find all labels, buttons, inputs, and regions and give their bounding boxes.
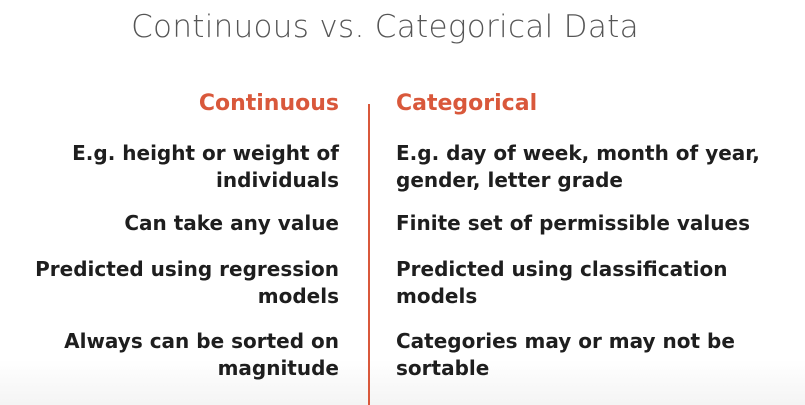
slide-title: Continuous vs. Categorical Data (131, 9, 639, 45)
continuous-prediction-line-1: Predicted using regression (35, 257, 339, 281)
continuous-sorting-line-1: Always can be sorted on (64, 329, 339, 353)
categorical-example: E.g. day of week, month of year, gender,… (396, 140, 760, 194)
continuous-prediction-line-2: models (257, 284, 339, 308)
categorical-heading: Categorical (396, 91, 538, 116)
categorical-prediction: Predicted using classification models (396, 256, 760, 310)
categorical-example-line-1: E.g. day of week, month of year, (396, 141, 760, 165)
continuous-prediction: Predicted using regression models (35, 256, 339, 310)
categorical-prediction-line-2: models (396, 284, 478, 308)
continuous-example-line-2: individuals (216, 168, 339, 192)
categorical-values: Finite set of permissible values (396, 210, 760, 237)
categorical-prediction-line-1: Predicted using classification (396, 257, 728, 281)
continuous-values-line-1: Can take any value (124, 211, 339, 235)
categorical-column: Categorical E.g. day of week, month of y… (396, 90, 760, 382)
column-divider (368, 104, 370, 405)
categorical-sorting: Categories may or may not be sortable (396, 328, 760, 382)
continuous-example-line-1: E.g. height or weight of (72, 141, 339, 165)
continuous-sorting-line-2: magnitude (217, 356, 339, 380)
continuous-values: Can take any value (35, 210, 339, 237)
continuous-column: Continuous E.g. height or weight of indi… (35, 90, 339, 382)
categorical-sorting-line-1: Categories may or may not be (396, 329, 735, 353)
categorical-values-line-1: Finite set of permissible values (396, 211, 750, 235)
categorical-sorting-line-2: sortable (396, 356, 490, 380)
categorical-example-line-2: gender, letter grade (396, 168, 623, 192)
continuous-example: E.g. height or weight of individuals (35, 140, 339, 194)
continuous-heading: Continuous (198, 91, 339, 116)
continuous-sorting: Always can be sorted on magnitude (35, 328, 339, 382)
